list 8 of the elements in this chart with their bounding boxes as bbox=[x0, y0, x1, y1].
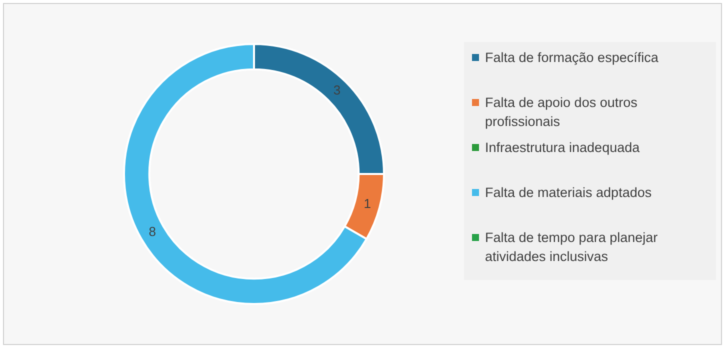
legend-label: Falta de materiais adptados bbox=[485, 184, 652, 202]
legend-label: Infraestrutura inadequada bbox=[485, 139, 640, 157]
data-label: 8 bbox=[148, 224, 156, 240]
data-label: 3 bbox=[333, 82, 341, 98]
legend-label: Falta de tempo para planejar atividades inclusivas bbox=[485, 229, 659, 266]
data-label: 1 bbox=[364, 196, 371, 211]
legend-label: Falta de formação específica bbox=[485, 49, 658, 67]
legend-label: Falta de apoio dos outros profissionais bbox=[485, 94, 638, 131]
